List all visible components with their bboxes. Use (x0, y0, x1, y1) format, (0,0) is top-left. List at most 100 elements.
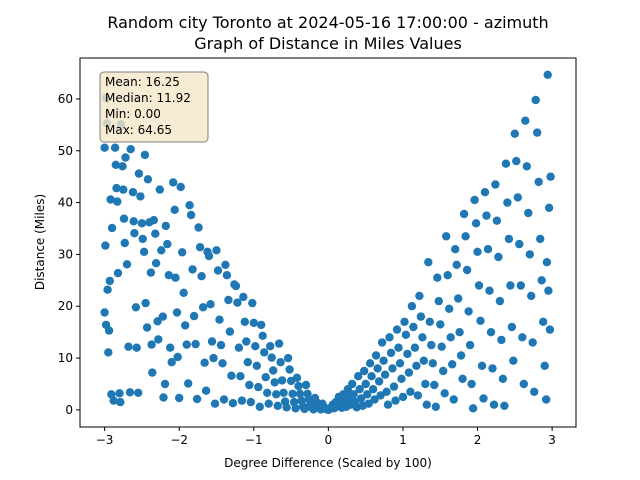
data-point (118, 162, 127, 171)
data-point (124, 342, 133, 351)
data-point (392, 325, 402, 334)
data-point (427, 340, 436, 350)
data-point (264, 399, 273, 408)
data-point (263, 388, 272, 397)
data-point (436, 320, 445, 329)
data-point (349, 390, 358, 399)
data-point (542, 258, 552, 267)
data-point (360, 366, 369, 376)
data-point (209, 353, 218, 363)
plot-area (79, 57, 577, 428)
data-point (507, 322, 517, 332)
data-point (101, 241, 110, 250)
data-points (100, 70, 555, 415)
data-point (228, 399, 238, 408)
data-point (419, 356, 428, 365)
data-point (282, 403, 291, 412)
data-point (512, 156, 521, 166)
x-tick-label: −1 (245, 433, 263, 447)
data-point (503, 198, 512, 207)
data-point (355, 385, 364, 394)
data-point (388, 364, 397, 373)
data-point (371, 351, 381, 360)
data-point (379, 356, 388, 365)
data-point (544, 203, 554, 212)
data-point (404, 368, 414, 377)
data-point (530, 387, 539, 396)
data-point (391, 396, 400, 405)
data-point (380, 370, 390, 379)
data-point (542, 395, 551, 404)
data-point (233, 298, 242, 307)
data-point (249, 318, 258, 327)
data-point (486, 328, 496, 337)
data-point (421, 379, 430, 389)
data-point (184, 379, 193, 388)
data-point (159, 393, 168, 402)
data-point (536, 234, 545, 244)
data-point (525, 250, 534, 259)
data-point (534, 177, 543, 187)
data-point (219, 395, 229, 404)
data-point (192, 394, 202, 404)
data-point (213, 266, 223, 275)
data-point (531, 95, 540, 105)
data-point (439, 366, 448, 376)
data-point (120, 238, 129, 248)
data-point (395, 359, 405, 368)
data-point (516, 281, 525, 290)
data-point (459, 209, 469, 219)
stats-box-background (99, 71, 209, 143)
x-tick-label: −3 (96, 433, 114, 447)
data-point (146, 268, 156, 277)
x-axis-label: Degree Difference (Scaled by 100) (224, 456, 432, 470)
data-point (113, 197, 122, 206)
data-point (242, 337, 251, 346)
data-point (100, 308, 109, 317)
data-point (456, 351, 466, 360)
data-point (178, 248, 187, 257)
data-point (119, 214, 129, 223)
data-point (501, 159, 511, 168)
data-point (389, 382, 399, 391)
data-point (445, 304, 454, 313)
data-point (169, 178, 178, 187)
data-point (151, 229, 160, 238)
data-point (248, 298, 257, 308)
y-axis-label: Distance (Miles) (33, 194, 47, 290)
data-point (291, 404, 300, 413)
data-point (173, 352, 182, 362)
data-point (415, 291, 424, 301)
data-point (136, 192, 145, 201)
data-point (467, 379, 476, 389)
data-point (234, 343, 244, 352)
data-point (258, 331, 267, 340)
data-point (513, 193, 522, 202)
x-tick-label: 2 (474, 433, 482, 447)
data-point (367, 372, 376, 381)
data-point (285, 365, 294, 374)
data-point (237, 396, 247, 405)
data-point (485, 286, 494, 295)
data-point (139, 247, 149, 256)
data-point (261, 373, 270, 382)
data-point (198, 303, 208, 312)
data-point (425, 317, 434, 326)
data-point (528, 338, 537, 347)
data-point (543, 70, 552, 80)
data-point (357, 394, 366, 403)
data-point (185, 201, 194, 210)
data-point (245, 380, 254, 390)
data-point (182, 340, 191, 349)
data-point (288, 389, 297, 398)
data-point (164, 271, 173, 280)
stats-mean: Mean: 16.25 (105, 75, 180, 89)
data-point (143, 175, 153, 184)
data-point (397, 374, 406, 383)
data-point (440, 389, 449, 398)
data-point (452, 260, 461, 269)
y-tick-label: 30 (58, 247, 73, 261)
data-point (497, 335, 506, 345)
data-point (128, 188, 138, 197)
data-point (471, 219, 481, 228)
